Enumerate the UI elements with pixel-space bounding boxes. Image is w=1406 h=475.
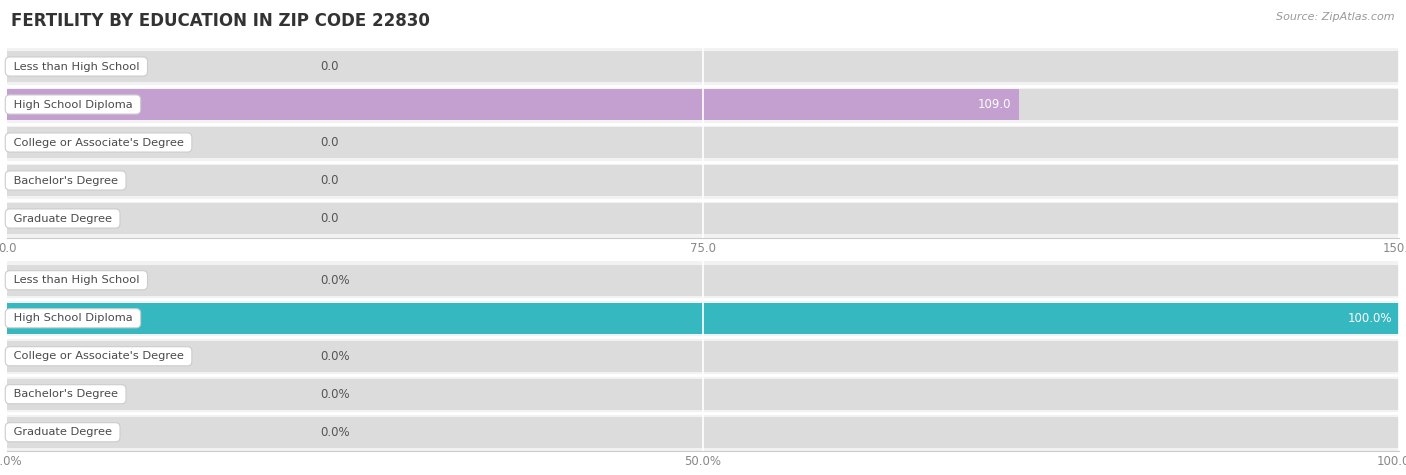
Text: College or Associate's Degree: College or Associate's Degree xyxy=(10,137,187,148)
Text: 0.0: 0.0 xyxy=(321,174,339,187)
Bar xyxy=(7,162,1399,199)
Bar xyxy=(7,86,1399,124)
Text: Graduate Degree: Graduate Degree xyxy=(10,213,115,224)
Text: 0.0%: 0.0% xyxy=(321,350,350,363)
Bar xyxy=(7,299,1399,337)
Bar xyxy=(7,124,1399,162)
Bar xyxy=(7,379,1399,410)
Bar xyxy=(7,127,1399,158)
Text: High School Diploma: High School Diploma xyxy=(10,99,136,110)
Bar xyxy=(7,203,1399,234)
Text: 0.0: 0.0 xyxy=(321,212,339,225)
Bar xyxy=(7,48,1399,86)
Bar xyxy=(7,261,1399,299)
Text: Bachelor's Degree: Bachelor's Degree xyxy=(10,389,121,399)
Bar xyxy=(7,89,1018,120)
Text: Graduate Degree: Graduate Degree xyxy=(10,427,115,437)
Text: Less than High School: Less than High School xyxy=(10,275,143,285)
Text: 0.0%: 0.0% xyxy=(321,426,350,439)
Text: 0.0%: 0.0% xyxy=(321,388,350,401)
Text: FERTILITY BY EDUCATION IN ZIP CODE 22830: FERTILITY BY EDUCATION IN ZIP CODE 22830 xyxy=(11,12,430,30)
Text: 0.0: 0.0 xyxy=(321,60,339,73)
Bar xyxy=(7,265,1399,296)
Bar xyxy=(7,89,1399,120)
Text: 0.0%: 0.0% xyxy=(321,274,350,287)
Bar xyxy=(7,303,1399,334)
Text: Bachelor's Degree: Bachelor's Degree xyxy=(10,175,121,186)
Bar xyxy=(7,417,1399,448)
Text: 109.0: 109.0 xyxy=(979,98,1011,111)
Bar xyxy=(7,200,1399,238)
Text: 100.0%: 100.0% xyxy=(1347,312,1392,325)
Bar xyxy=(7,51,1399,82)
Text: Less than High School: Less than High School xyxy=(10,61,143,72)
Text: 0.0: 0.0 xyxy=(321,136,339,149)
Bar xyxy=(7,165,1399,196)
Bar xyxy=(7,303,1399,334)
Bar xyxy=(7,337,1399,375)
Bar xyxy=(7,375,1399,413)
Text: Source: ZipAtlas.com: Source: ZipAtlas.com xyxy=(1277,12,1395,22)
Bar xyxy=(7,413,1399,451)
Text: High School Diploma: High School Diploma xyxy=(10,313,136,323)
Bar xyxy=(7,341,1399,372)
Text: College or Associate's Degree: College or Associate's Degree xyxy=(10,351,187,361)
